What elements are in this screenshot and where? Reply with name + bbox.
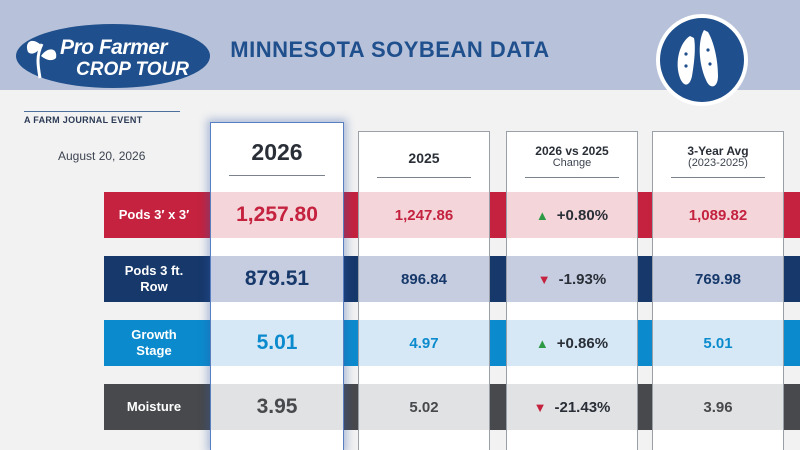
row-label-moisture: Moisture: [104, 384, 204, 430]
cell-avg-moisture: 3.96: [653, 384, 783, 430]
header-divider: [671, 177, 765, 178]
cell-change-growth-stage: ▲ +0.86%: [507, 320, 637, 366]
cell-2026-pods-3x3: 1,257.80: [211, 192, 343, 238]
cell-avg-growth-stage: 5.01: [653, 320, 783, 366]
cell-2025-growth-stage: 4.97: [359, 320, 489, 366]
column-header-change: 2026 vs 2025: [535, 144, 609, 158]
header-divider: [377, 177, 471, 178]
soybean-pod-icon: [677, 30, 718, 87]
column-2026: 2026 1,257.80 879.51 5.01 3.95: [210, 122, 344, 450]
column-header-2025: 2025: [408, 150, 440, 166]
cell-2025-pods-3ft: 896.84: [359, 256, 489, 302]
change-value: -21.43%: [554, 398, 611, 416]
cell-2026-growth-stage: 5.01: [211, 320, 343, 366]
column-header-2026: 2026: [251, 139, 303, 165]
cell-change-pods-3ft: ▼ -1.93%: [507, 256, 637, 302]
crop-tour-logo: Pro Farmer CROP TOUR: [16, 24, 210, 88]
triangle-down-icon: ▼: [537, 271, 551, 287]
change-value: +0.80%: [556, 206, 609, 224]
logo-divider: [24, 111, 180, 112]
column-3yr-avg: 3-Year Avg (2023-2025) 1,089.82 769.98 5…: [652, 131, 784, 450]
column-header-3yr-avg: 3-Year Avg: [687, 144, 749, 158]
column-subheader-change: Change: [552, 157, 592, 169]
cell-change-pods-3x3: ▲ +0.80%: [507, 192, 637, 238]
logo-line-1: Pro Farmer: [60, 36, 168, 59]
row-label-pods-3x3: Pods 3′ x 3′: [104, 192, 204, 238]
cell-2026-pods-3ft: 879.51: [211, 256, 343, 302]
change-value: +0.86%: [556, 334, 609, 352]
cell-2026-moisture: 3.95: [211, 384, 343, 430]
soybean-badge: [656, 14, 748, 106]
column-subheader-3yr-avg: (2023-2025): [688, 157, 748, 169]
header-divider: [229, 175, 325, 176]
triangle-up-icon: ▲: [535, 335, 549, 351]
logo-line-2: CROP TOUR: [76, 59, 189, 80]
tagline: A FARM JOURNAL EVENT: [24, 115, 143, 125]
column-change: 2026 vs 2025 Change ▲ +0.80% ▼ -1.93% ▲ …: [506, 131, 638, 450]
triangle-up-icon: ▲: [535, 207, 549, 223]
page-title: MINNESOTA SOYBEAN DATA: [230, 37, 550, 62]
cell-avg-pods-3x3: 1,089.82: [653, 192, 783, 238]
column-2025: 2025 1,247.86 896.84 4.97 5.02: [358, 131, 490, 450]
report-date: August 20, 2026: [58, 149, 146, 163]
cell-2025-moisture: 5.02: [359, 384, 489, 430]
triangle-down-icon: ▼: [533, 399, 547, 415]
cell-2025-pods-3x3: 1,247.86: [359, 192, 489, 238]
change-value: -1.93%: [558, 270, 607, 288]
row-label-pods-3ft: Pods 3 ft. Row: [104, 256, 204, 302]
soybean-sprout-icon: [26, 40, 57, 79]
cell-change-moisture: ▼ -21.43%: [507, 384, 637, 430]
header-divider: [525, 177, 619, 178]
row-label-growth-stage: Growth Stage: [104, 320, 204, 366]
cell-avg-pods-3ft: 769.98: [653, 256, 783, 302]
